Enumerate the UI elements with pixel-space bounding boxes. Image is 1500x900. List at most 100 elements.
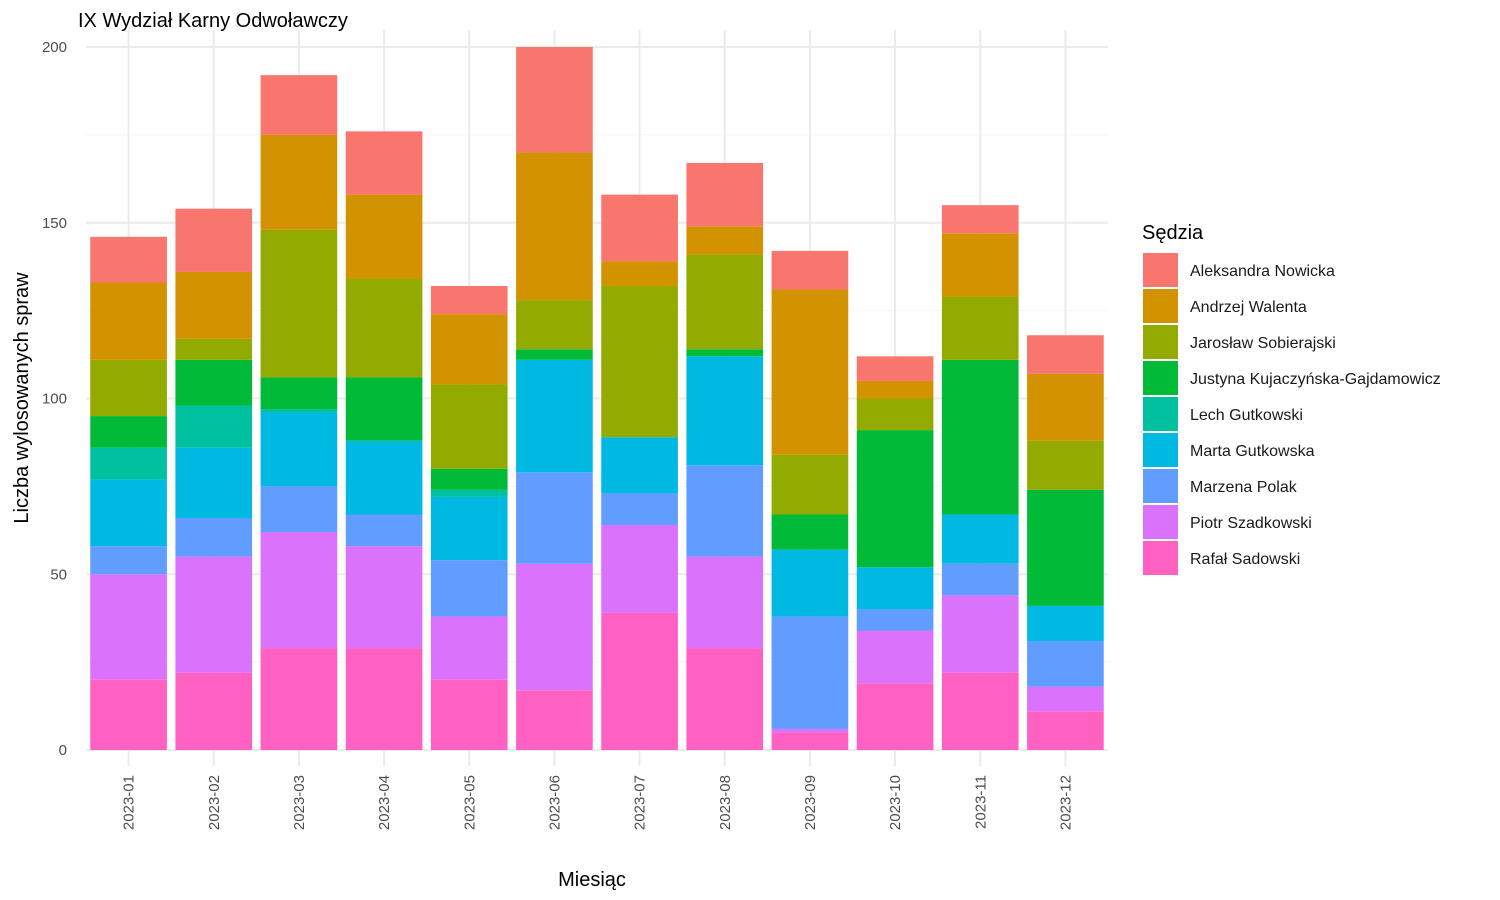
bar-segment [430,286,508,315]
chart-title: IX Wydział Karny Odwoławczy [78,10,348,32]
bar-segment [771,616,849,729]
bar-segment [856,430,934,568]
x-tick-label: 2023-07 [632,775,649,830]
bar-segment [430,384,508,469]
x-tick-label: 2023-04 [376,775,393,830]
bar-segment [771,728,849,733]
bar-segment [90,679,167,750]
x-tick-label: 2023-02 [206,775,223,830]
bar-segment [771,289,849,455]
legend-key [1143,289,1178,323]
y-tick-label: 200 [42,39,67,56]
bar-segment [1027,373,1104,441]
x-tick-label: 2023-05 [461,775,478,830]
bar-segment [175,405,253,448]
legend-key [1143,433,1178,467]
bar-segment [260,648,338,750]
bar-segment [175,556,253,673]
bar-segment [856,567,934,610]
bar-segment [516,152,593,301]
bar-segment [941,233,1019,297]
bar-segment [1027,641,1104,687]
bar-segment [941,672,1019,750]
bar-segment [430,314,508,385]
bar-segment [345,546,423,649]
legend-label: Aleksandra Nowicka [1190,263,1335,280]
bar-segment [175,208,253,272]
bar-segment [856,380,934,399]
legend-key [1143,541,1178,575]
legend-label: Rafał Sadowski [1190,551,1300,568]
bar-segment [260,412,338,487]
x-tick-label: 2023-10 [887,775,904,830]
bar-segment [686,556,764,649]
bar-segment [345,648,423,750]
bar-segment [1027,711,1104,750]
y-tick-label: 50 [50,566,67,583]
bar-segment [175,338,253,360]
bar-segment [601,286,678,438]
bar-segment [771,250,849,290]
bar-segment [260,486,338,533]
bar-segment [1027,489,1104,606]
x-tick-label: 2023-11 [972,775,989,829]
x-tick-label: 2023-01 [121,775,138,830]
bar-segment [260,532,338,649]
legend-key [1143,505,1178,539]
bar-segment [601,612,678,750]
bar-segment [345,514,423,547]
bar-segment [345,278,423,378]
bar-segment [686,648,764,750]
bar-segment [601,261,678,287]
bar-segment [856,630,934,684]
bar-segment [686,465,764,557]
legend-key [1143,361,1178,395]
y-tick-label: 100 [42,391,67,408]
bar-segment [516,563,593,691]
legend-label: Jarosław Sobierajski [1190,335,1336,352]
bar-segment [260,134,338,230]
bar-segment [1027,335,1104,374]
y-tick-label: 150 [42,215,67,232]
bar-segment [686,356,764,466]
bar-segment [175,447,253,519]
bar-segment [345,377,423,441]
bar-segment [941,595,1019,673]
bar-segment [90,416,167,448]
y-axis-ticks: 0 50 100 150 200 [42,39,67,759]
bar-segment [856,356,934,381]
bar-segment [1027,440,1104,490]
x-tick-label: 2023-12 [1057,775,1074,830]
bar-segment [516,349,593,360]
legend-title: Sędzia [1142,222,1204,244]
bar-segment [90,282,167,360]
bar-segment [516,47,593,153]
bar-segment [175,271,253,339]
x-tick-label: 2023-06 [546,775,563,830]
legend-key [1143,397,1178,431]
bar-segment [430,496,508,561]
bar-segment [686,349,764,357]
bar-segment [345,440,423,515]
bar-segment [941,296,1019,360]
bar-segment [430,468,508,490]
bar-segment [1027,605,1104,642]
bar-segment [90,479,167,547]
bar-segment [430,489,508,497]
bar-segment [90,546,167,575]
bar-segment [430,560,508,617]
bar-segment [856,683,934,750]
bar-segment [601,437,678,494]
bar-segment [771,514,849,550]
bar-segment [516,359,593,473]
x-tick-label: 2023-08 [717,775,734,830]
legend: Sędzia Aleksandra Nowicka Andrzej Walenta… [1142,222,1441,575]
x-axis-title: Miesiąc [558,869,626,891]
bar-segment [90,574,167,680]
bar-segment [941,514,1019,564]
bar-segment [430,679,508,750]
legend-label: Justyna Kujaczyńska-Gajdamowicz [1190,371,1441,388]
legend-label: Lech Gutkowski [1190,407,1303,424]
bar-segment [345,131,423,195]
